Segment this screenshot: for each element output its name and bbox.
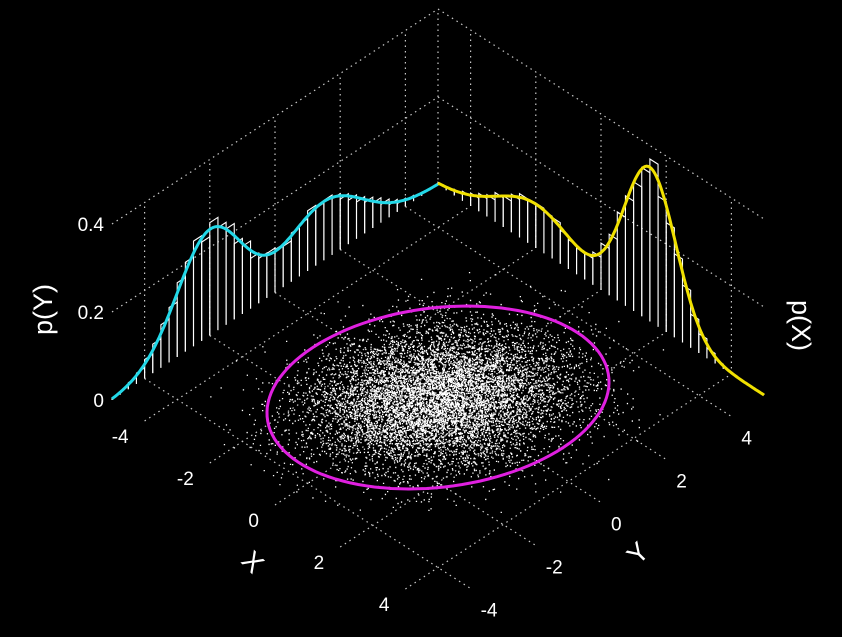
x-tick-label: -4 [112, 427, 129, 448]
x-tick-label: 0 [248, 511, 259, 532]
floor-grid-line [274, 289, 602, 506]
y-tick-label: -2 [546, 558, 563, 579]
z-tick-label: 0.2 [78, 303, 104, 324]
z-tick-label: 0 [93, 391, 104, 412]
floor-grid-line [339, 331, 667, 548]
tick-labels: -4 -2 0 2 4 -4 -2 0 2 4 0 0.2 0.4 [78, 215, 753, 622]
pY-axis-label: p(Y) [28, 284, 58, 335]
y-tick-label: 4 [741, 429, 752, 450]
wall-grid-line [111, 96, 439, 313]
y-tick-label: -4 [481, 601, 498, 622]
y-tick-label: 0 [611, 515, 622, 536]
floor-grid-line [405, 205, 732, 418]
floor-grid-line [405, 373, 732, 590]
x-tick-label: -2 [177, 469, 194, 490]
y-tick-label: 2 [676, 472, 687, 493]
x-tick-label: 4 [379, 595, 390, 616]
wall-grid-line [111, 8, 439, 225]
confidence-ellipse [265, 304, 611, 491]
floor-grid-line [209, 247, 537, 464]
pX-axis-label: p(X) [786, 300, 816, 351]
wall-grid-line [437, 96, 765, 308]
density-curve-pY [111, 182, 439, 400]
z-tick-label: 0.4 [78, 215, 105, 236]
x-tick-label: 2 [314, 553, 325, 574]
floor-grid-line [274, 291, 602, 504]
density-curve-pX [437, 164, 765, 397]
wall-grid-line [437, 8, 765, 220]
floor-grid-line [144, 205, 471, 422]
